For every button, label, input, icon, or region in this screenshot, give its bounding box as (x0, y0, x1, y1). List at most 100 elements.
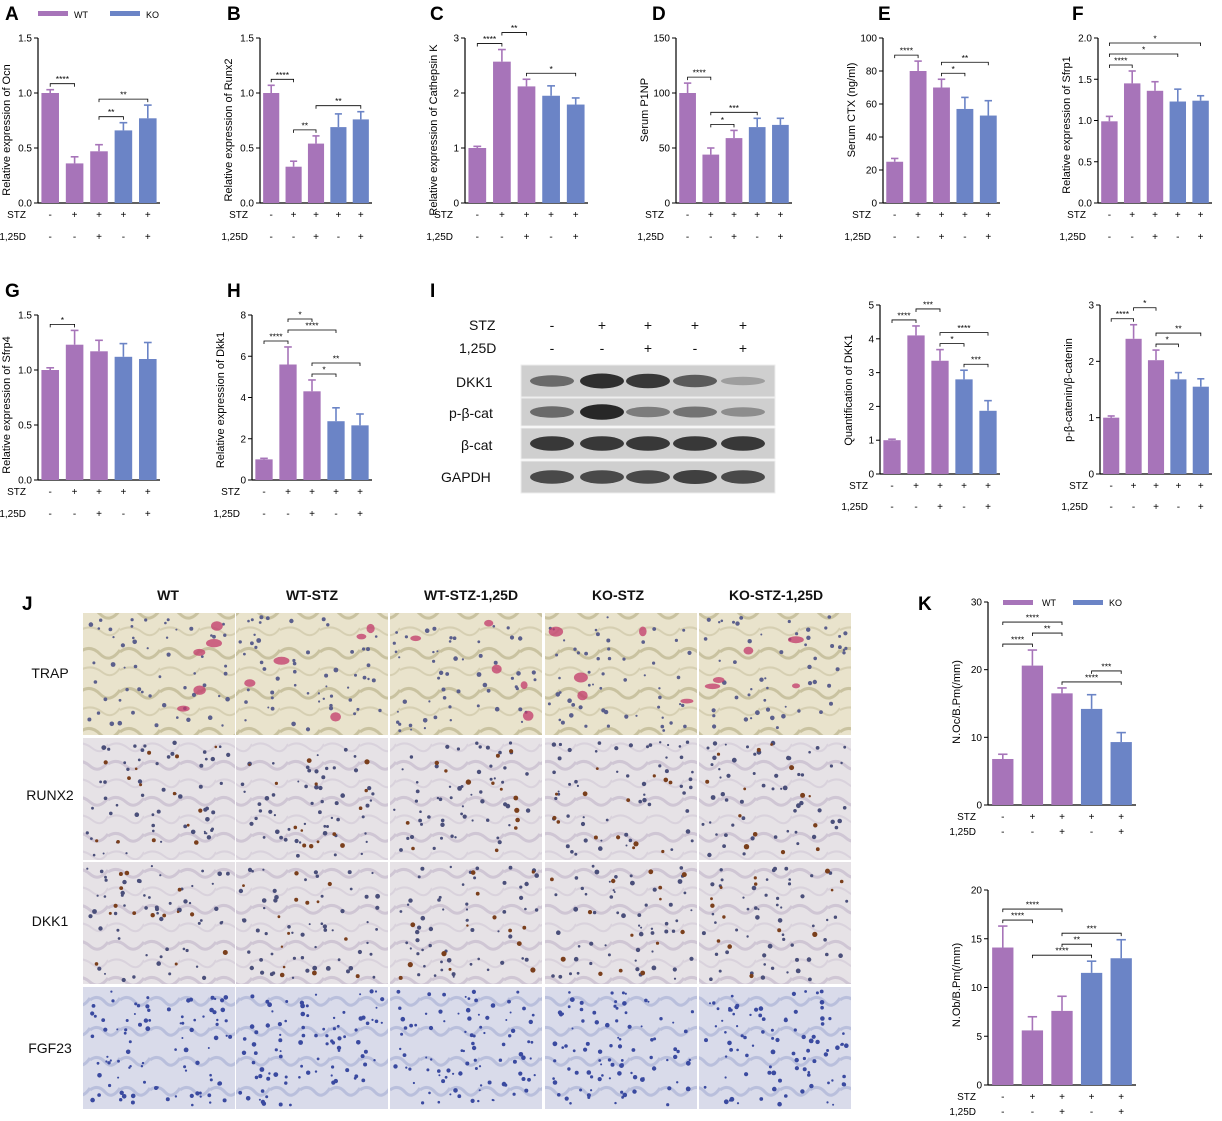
y-tick-label: 0.0 (240, 199, 254, 210)
d-sign: - (893, 232, 896, 243)
cell-nucleus (372, 975, 376, 979)
cell-nucleus (369, 799, 373, 802)
cell-nucleus (801, 1034, 806, 1040)
cell-nucleus (609, 895, 614, 899)
bar (1110, 958, 1132, 1085)
cell-nucleus (755, 710, 760, 716)
cell-nucleus (451, 972, 456, 977)
stz-sign: + (1198, 210, 1204, 221)
cell-nucleus (103, 697, 108, 702)
cell-nucleus (604, 944, 607, 947)
cell-nucleus (531, 1013, 535, 1017)
bracket-line (1133, 307, 1157, 311)
cell-nucleus (723, 1099, 729, 1105)
cell-nucleus (151, 813, 155, 817)
d-sign: - (270, 232, 273, 243)
cell-nucleus (304, 878, 307, 882)
cell-nucleus (223, 995, 229, 1000)
d-sign: - (1110, 502, 1113, 513)
cell-nucleus (776, 896, 780, 901)
blot-band (673, 406, 717, 418)
cell-nucleus (473, 1058, 477, 1062)
cell-nucleus (246, 688, 250, 692)
cell-nucleus (767, 943, 773, 949)
significance-label: *** (1101, 661, 1112, 671)
bar (1103, 417, 1120, 474)
cell-nucleus (93, 680, 98, 684)
cell-nucleus (819, 989, 824, 994)
cell-nucleus (614, 746, 619, 751)
ihc-positive-cell (340, 843, 345, 848)
cell-nucleus (265, 1023, 270, 1028)
cell-nucleus (102, 852, 105, 855)
cell-nucleus (270, 952, 274, 956)
significance-bracket: **** (1061, 672, 1122, 685)
cell-nucleus (766, 686, 769, 690)
blot-d-sign: - (550, 340, 555, 356)
cell-nucleus (225, 696, 230, 702)
bracket-line (311, 373, 337, 377)
cell-nucleus (640, 926, 643, 929)
cell-nucleus (417, 875, 421, 879)
cell-nucleus (590, 1075, 594, 1079)
cell-nucleus (797, 772, 801, 777)
cell-nucleus (620, 1090, 624, 1094)
d-sign: - (1090, 827, 1093, 838)
d-sign: + (1152, 232, 1158, 243)
cell-nucleus (156, 911, 159, 915)
cell-nucleus (279, 1050, 282, 1053)
blot-band (721, 470, 765, 484)
stz-sign: + (499, 210, 505, 221)
cell-nucleus (799, 800, 804, 806)
cell-nucleus (672, 1021, 675, 1024)
d-sign: + (96, 509, 102, 520)
cell-nucleus (130, 625, 134, 628)
cell-nucleus (325, 966, 331, 971)
cell-nucleus (123, 761, 127, 765)
y-axis-title: Relative expression of Sfrp4 (1, 336, 13, 474)
cell-nucleus (103, 895, 107, 898)
cell-nucleus (145, 1004, 150, 1009)
cell-nucleus (478, 1065, 482, 1068)
cell-nucleus (761, 1017, 766, 1021)
cell-nucleus (243, 790, 246, 793)
cell-nucleus (701, 822, 705, 826)
cell-nucleus (445, 672, 450, 676)
cell-nucleus (218, 694, 221, 698)
cell-nucleus (770, 1049, 776, 1055)
cell-nucleus (714, 952, 719, 956)
bracket-line (1109, 64, 1133, 68)
stz-sign: + (1029, 812, 1035, 823)
ihc-positive-cell (300, 829, 304, 832)
bar (1051, 693, 1073, 805)
cell-nucleus (808, 1038, 814, 1044)
cell-nucleus (195, 1091, 200, 1096)
stz-row-label: STZ (229, 210, 248, 221)
cell-nucleus (616, 770, 619, 773)
ihc-positive-cell (550, 877, 554, 882)
ihc-positive-cell (815, 847, 820, 852)
cell-nucleus (568, 991, 571, 994)
cell-nucleus (771, 1036, 775, 1040)
cell-nucleus (689, 956, 694, 961)
cell-nucleus (652, 627, 657, 631)
d-sign: + (358, 232, 364, 243)
cell-nucleus (203, 832, 206, 835)
significance-bracket: ** (501, 23, 527, 36)
stz-row-label: STZ (645, 210, 664, 221)
bar (65, 344, 84, 480)
cell-nucleus (760, 633, 763, 636)
cell-nucleus (247, 950, 251, 954)
cell-nucleus (522, 1006, 526, 1011)
cell-nucleus (840, 1042, 844, 1046)
trap-positive-cell (680, 698, 694, 704)
cell-nucleus (257, 802, 262, 806)
cell-nucleus (841, 1082, 846, 1087)
cell-nucleus (211, 882, 214, 885)
cell-nucleus (567, 1067, 571, 1071)
cell-nucleus (567, 1005, 571, 1009)
cell-nucleus (718, 659, 721, 662)
cell-nucleus (706, 617, 711, 622)
d-sign: - (73, 509, 76, 520)
